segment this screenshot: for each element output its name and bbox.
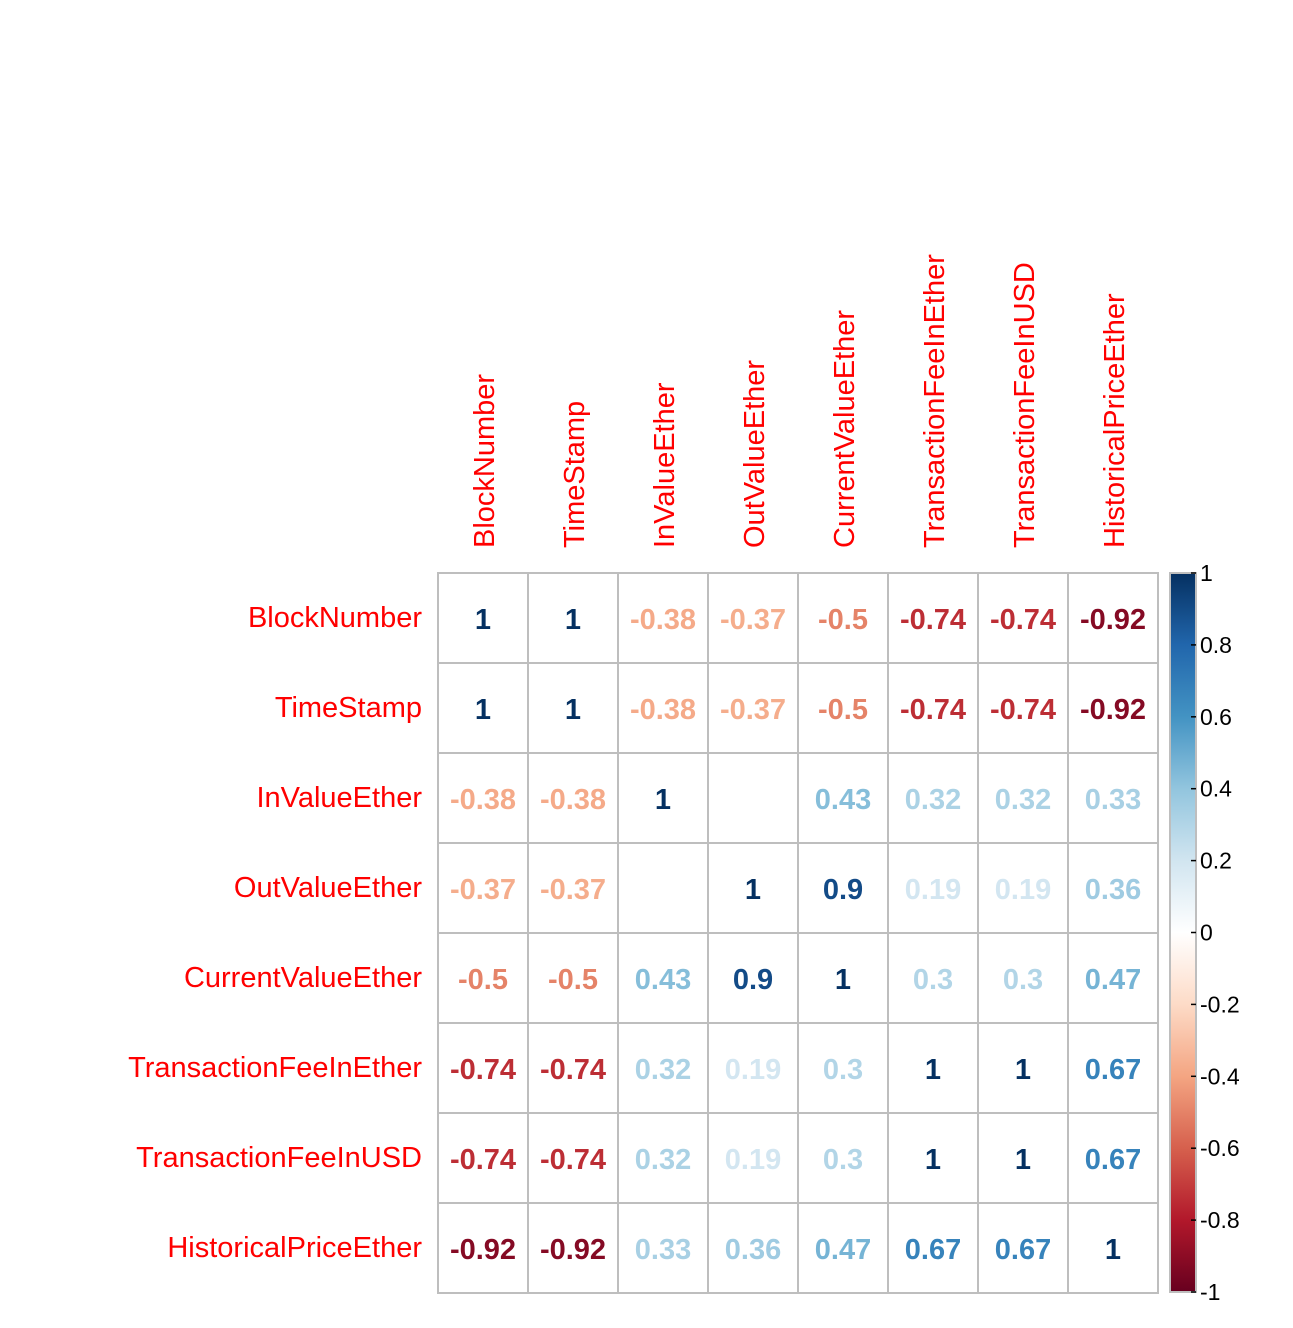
colorbar-tick-label: 0.2 [1200, 848, 1232, 874]
correlation-value-label: 0.3 [1003, 964, 1043, 996]
row-label: OutValueEther [234, 872, 422, 904]
correlation-value-label: -0.74 [900, 604, 966, 636]
row-label: BlockNumber [248, 602, 422, 634]
correlation-value-label: 0.19 [995, 874, 1051, 906]
colorbar-tick-label: 0.4 [1200, 776, 1232, 802]
correlation-value-label: 1 [835, 964, 851, 996]
row-label: HistoricalPriceEther [167, 1232, 422, 1264]
correlation-value-label: 0.67 [1085, 1054, 1141, 1086]
correlation-value-label: -0.74 [540, 1054, 606, 1086]
correlation-value-label: 1 [1105, 1234, 1121, 1266]
correlation-value-label: 0.32 [995, 784, 1051, 816]
correlation-value-label: 0.43 [635, 964, 691, 996]
colorbar-tick-label: 0.6 [1200, 704, 1232, 730]
correlation-value-label: 0.19 [725, 1144, 781, 1176]
correlation-value-label: -0.92 [450, 1234, 516, 1266]
colorbar-tick-label: -0.6 [1200, 1135, 1240, 1161]
correlation-value-label: -0.74 [450, 1144, 516, 1176]
colorbar-tick-label: -1 [1200, 1279, 1220, 1305]
correlation-value-label: 0.67 [905, 1234, 961, 1266]
correlation-value-label: 1 [475, 694, 491, 726]
correlation-value-label: -0.74 [450, 1054, 516, 1086]
correlation-value-label: 0.3 [823, 1144, 863, 1176]
correlation-value-label: -0.37 [720, 604, 786, 636]
correlation-value-label: 0.67 [1085, 1144, 1141, 1176]
correlation-value-label: -0.38 [630, 604, 696, 636]
correlation-value-label: -0.37 [450, 874, 516, 906]
correlation-value-label: 0.3 [913, 964, 953, 996]
correlation-value-label: 0.33 [1085, 784, 1141, 816]
correlation-value-label: 0.32 [905, 784, 961, 816]
correlation-value-label: 0.47 [815, 1234, 871, 1266]
correlation-value-label: -0.5 [458, 964, 508, 996]
correlation-value-label: -0.92 [1080, 604, 1146, 636]
correlation-value-label: 0.19 [725, 1054, 781, 1086]
row-label: InValueEther [256, 782, 422, 814]
correlation-value-label: -0.92 [1080, 694, 1146, 726]
correlation-value-label: 0.43 [815, 784, 871, 816]
column-label: TimeStamp [559, 401, 591, 548]
correlation-value-label: 1 [475, 604, 491, 636]
row-label: TransactionFeeInEther [128, 1052, 422, 1084]
matrix-cell [1067, 1202, 1159, 1294]
correlation-value-label: -0.38 [540, 784, 606, 816]
colorbar-tick-label: 1 [1200, 560, 1213, 586]
column-label: OutValueEther [739, 360, 771, 548]
correlation-value-label: -0.74 [540, 1144, 606, 1176]
correlation-value-label: 0 [745, 784, 761, 816]
correlation-value-label: -0.37 [540, 874, 606, 906]
correlation-value-label: 0.36 [1085, 874, 1141, 906]
correlation-value-label: -0.92 [540, 1234, 606, 1266]
correlation-value-label: 1 [925, 1144, 941, 1176]
column-label: TransactionFeeInEther [919, 254, 951, 548]
correlation-value-label: 0.32 [635, 1144, 691, 1176]
correlation-value-label: 1 [1015, 1054, 1031, 1086]
correlation-value-label: 0.9 [823, 874, 863, 906]
colorbar-tick-label: -0.4 [1200, 1063, 1240, 1089]
correlation-value-label: 0.19 [905, 874, 961, 906]
correlation-value-label: 1 [565, 694, 581, 726]
colorbar-tick-label: -0.2 [1200, 991, 1240, 1017]
colorbar-tick-label: 0 [1200, 920, 1213, 946]
correlation-value-label: -0.74 [990, 694, 1056, 726]
colorbar-tick-label: -0.8 [1200, 1207, 1240, 1233]
row-label: TransactionFeeInUSD [136, 1142, 422, 1174]
correlation-value-label: -0.38 [630, 694, 696, 726]
correlation-value-label: 0.67 [995, 1234, 1051, 1266]
column-label: HistoricalPriceEther [1099, 293, 1131, 548]
correlation-value-label: 1 [655, 784, 671, 816]
correlation-value-label: 0.9 [733, 964, 773, 996]
column-label: BlockNumber [469, 374, 501, 548]
correlation-value-label: 1 [1015, 1144, 1031, 1176]
row-label: CurrentValueEther [184, 962, 422, 994]
column-label: TransactionFeeInUSD [1009, 262, 1041, 548]
correlation-value-label: -0.74 [900, 694, 966, 726]
correlation-value-label: -0.5 [818, 604, 868, 636]
correlation-value-label: 1 [925, 1054, 941, 1086]
correlation-value-label: -0.5 [818, 694, 868, 726]
colorbar-tick-label: 0.8 [1200, 632, 1232, 658]
row-label: TimeStamp [275, 692, 422, 724]
correlation-value-label: 0.36 [725, 1234, 781, 1266]
correlation-value-label: 0 [655, 874, 671, 906]
correlation-value-label: 0.33 [635, 1234, 691, 1266]
correlation-value-label: -0.38 [450, 784, 516, 816]
column-label: InValueEther [649, 382, 681, 548]
correlation-value-label: 0.47 [1085, 964, 1141, 996]
correlation-value-label: 0.32 [635, 1054, 691, 1086]
correlation-value-label: 1 [565, 604, 581, 636]
correlation-value-label: -0.37 [720, 694, 786, 726]
correlation-value-label: -0.5 [548, 964, 598, 996]
column-label: CurrentValueEther [829, 310, 861, 548]
correlation-value-label: 1 [745, 874, 761, 906]
correlation-value-label: 0.3 [823, 1054, 863, 1086]
correlation-value-label: -0.74 [990, 604, 1056, 636]
